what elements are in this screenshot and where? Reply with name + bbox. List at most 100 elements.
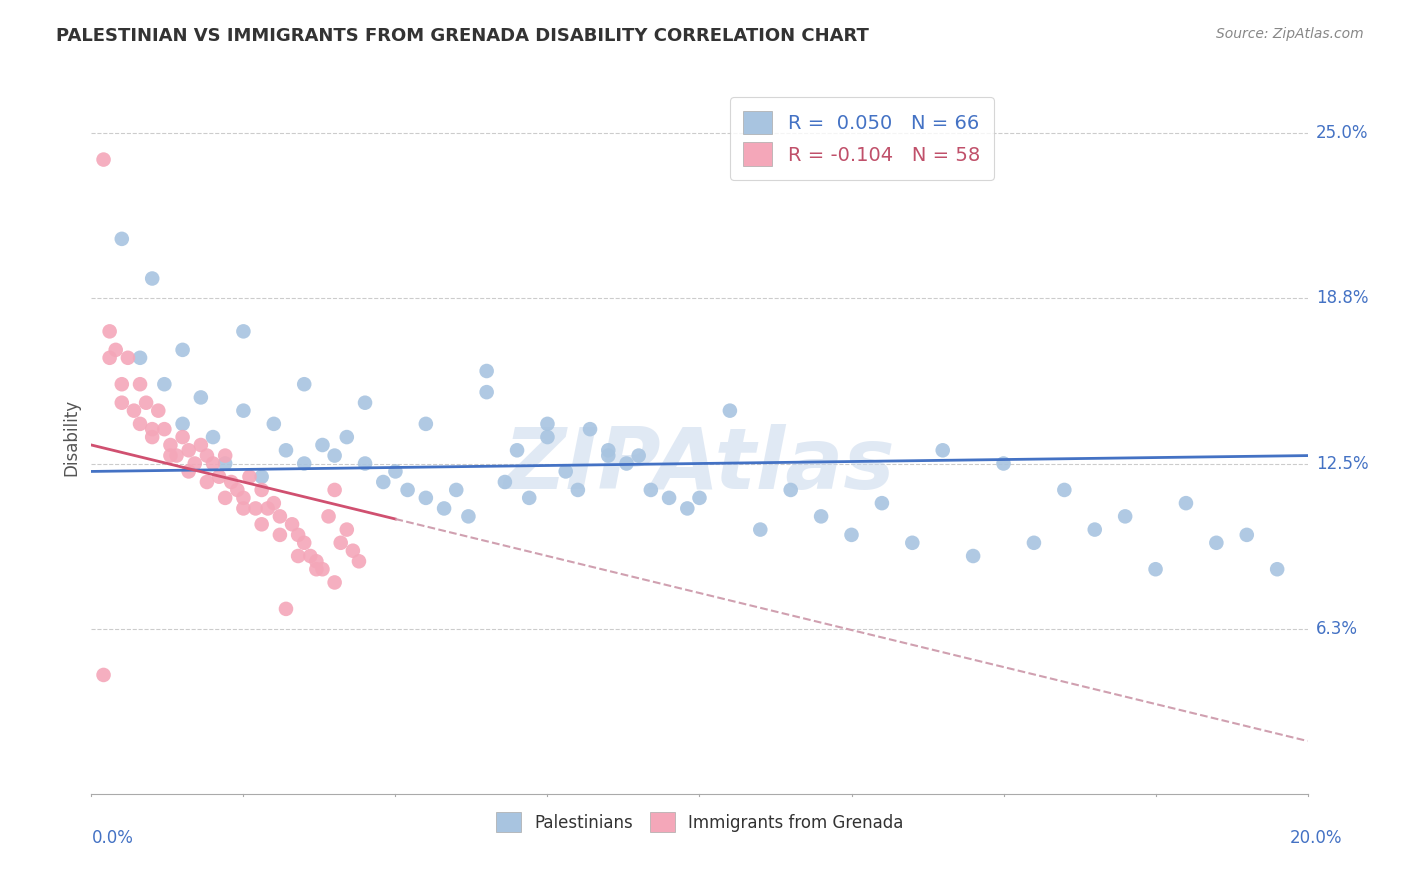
Point [1053, 483, 1076, 497]
Text: 20.0%: 20.0% [1291, 829, 1343, 847]
Point [384, 465, 406, 479]
Point [506, 443, 529, 458]
Point [373, 475, 395, 489]
Point [287, 549, 309, 563]
Point [141, 430, 163, 444]
Point [336, 523, 359, 537]
Point [292, 457, 315, 471]
Point [129, 377, 152, 392]
Point [135, 395, 157, 409]
Point [238, 469, 260, 483]
Point [166, 449, 188, 463]
Point [444, 483, 467, 497]
Point [269, 509, 291, 524]
Point [214, 449, 236, 463]
Point [841, 528, 863, 542]
Point [536, 417, 558, 431]
Point [172, 343, 194, 357]
Point [153, 377, 176, 392]
Point [111, 395, 134, 409]
Text: 25.0%: 25.0% [1316, 124, 1368, 142]
Point [129, 417, 152, 431]
Point [616, 457, 638, 471]
Point [208, 469, 231, 483]
Point [579, 422, 602, 436]
Point [111, 232, 134, 246]
Point [202, 430, 225, 444]
Point [342, 543, 364, 558]
Point [396, 483, 419, 497]
Point [354, 457, 377, 471]
Point [536, 430, 558, 444]
Point [598, 443, 620, 458]
Point [250, 483, 273, 497]
Point [1114, 509, 1136, 524]
Point [323, 483, 346, 497]
Point [457, 509, 479, 524]
Point [779, 483, 801, 497]
Point [323, 449, 346, 463]
Point [214, 491, 236, 505]
Point [117, 351, 139, 365]
Point [567, 483, 589, 497]
Point [640, 483, 662, 497]
Point [475, 364, 498, 378]
Point [931, 443, 953, 458]
Point [184, 457, 207, 471]
Text: 0.0%: 0.0% [91, 829, 134, 847]
Point [141, 271, 163, 285]
Point [336, 430, 359, 444]
Point [517, 491, 540, 505]
Point [269, 528, 291, 542]
Text: 12.5%: 12.5% [1316, 455, 1368, 473]
Point [305, 562, 328, 576]
Point [159, 438, 181, 452]
Point [190, 391, 212, 405]
Point [195, 449, 218, 463]
Point [202, 457, 225, 471]
Point [311, 562, 333, 576]
Legend: Palestinians, Immigrants from Grenada: Palestinians, Immigrants from Grenada [489, 805, 910, 839]
Point [354, 395, 377, 409]
Point [190, 438, 212, 452]
Point [329, 536, 352, 550]
Point [627, 449, 650, 463]
Point [299, 549, 322, 563]
Point [98, 351, 121, 365]
Point [901, 536, 924, 550]
Point [318, 509, 340, 524]
Point [98, 324, 121, 338]
Point [676, 501, 699, 516]
Point [122, 403, 145, 417]
Point [323, 575, 346, 590]
Point [111, 377, 134, 392]
Point [250, 517, 273, 532]
Point [287, 528, 309, 542]
Point [177, 465, 200, 479]
Point [141, 422, 163, 436]
Point [274, 443, 297, 458]
Point [494, 475, 516, 489]
Point [226, 483, 249, 497]
Point [305, 554, 328, 568]
Point [1174, 496, 1197, 510]
Point [1205, 536, 1227, 550]
Point [274, 602, 297, 616]
Point [245, 501, 267, 516]
Point [870, 496, 893, 510]
Y-axis label: Disability: Disability [62, 399, 80, 475]
Point [177, 443, 200, 458]
Point [718, 403, 741, 417]
Point [598, 449, 620, 463]
Point [1022, 536, 1045, 550]
Point [93, 668, 115, 682]
Text: ZIPAtlas: ZIPAtlas [503, 424, 896, 508]
Point [232, 403, 254, 417]
Point [256, 501, 278, 516]
Point [993, 457, 1015, 471]
Point [129, 351, 152, 365]
Point [232, 491, 254, 505]
Point [658, 491, 681, 505]
Text: PALESTINIAN VS IMMIGRANTS FROM GRENADA DISABILITY CORRELATION CHART: PALESTINIAN VS IMMIGRANTS FROM GRENADA D… [56, 27, 869, 45]
Point [1265, 562, 1288, 576]
